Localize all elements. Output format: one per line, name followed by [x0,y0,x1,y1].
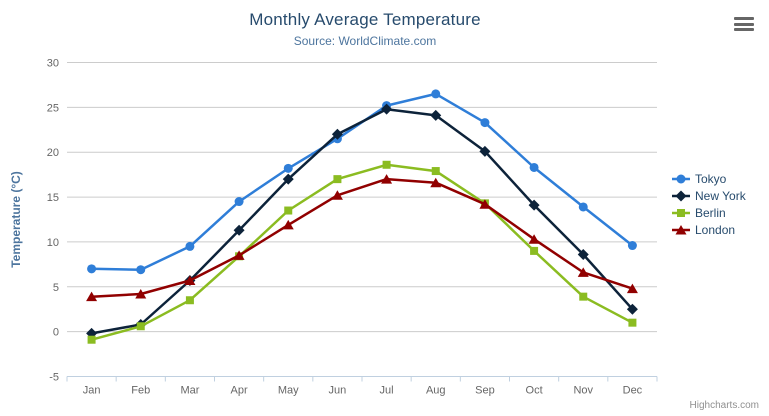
x-axis-tick-label: Nov [573,385,593,397]
square-legend-marker-icon [672,208,690,217]
circle-marker [627,241,637,251]
circle-marker [431,89,441,99]
legend-item-new-york[interactable]: New York [672,187,746,204]
chart-legend: Tokyo New York Berlin London [672,170,746,238]
triangle-marker [233,250,245,260]
diamond-marker [626,303,638,315]
diamond-marker [577,248,589,260]
square-marker [530,246,539,255]
y-axis-title: Temperature (°C) [9,171,23,268]
chart-title: Monthly Average Temperature [249,10,481,29]
circle-marker [87,264,97,274]
square-marker [333,175,342,184]
circle-marker [136,265,146,275]
diamond-marker [430,109,442,121]
square-marker [382,160,391,169]
square-marker [628,318,637,327]
series-line-london[interactable] [91,177,633,298]
diamond-marker [381,103,393,115]
x-axis-tick-label: Mar [180,385,199,397]
square-marker [284,206,293,215]
chart-subtitle: Source: WorldClimate.com [293,34,437,48]
series-line-tokyo[interactable] [91,92,634,271]
triangle-marker [626,283,638,294]
y-axis-tick-label: 0 [53,327,59,339]
x-axis-tick-label: Jul [380,385,394,397]
square-marker [87,335,96,344]
triangle-marker [577,267,589,277]
legend-label: Berlin [695,205,726,220]
hamburger-bar [734,22,754,26]
diamond-marker [233,224,245,236]
diamond-marker [282,173,294,185]
y-axis-tick-label: 30 [47,58,59,70]
x-axis-tick-label: May [278,385,299,397]
hamburger-bar [734,17,754,20]
legend-label: New York [695,188,746,203]
y-axis-tick-label: 10 [47,237,59,249]
circle-marker [234,197,244,207]
diamond-legend-marker-icon [672,190,690,201]
y-axis-tick-label: -5 [49,372,59,384]
square-marker [136,322,145,331]
diamond-marker [479,145,491,157]
x-axis-tick-label: Oct [526,385,543,397]
y-axis-tick-label: 25 [47,102,59,114]
triangle-marker [331,190,343,200]
highcharts-credit-link[interactable]: Highcharts.com [689,400,759,411]
y-axis-tick-label: 20 [47,147,59,159]
circle-legend-marker-icon [672,174,690,183]
circle-marker [578,202,588,212]
triangle-marker [675,224,687,234]
hamburger-export-menu-icon[interactable] [734,17,754,31]
circle-marker [480,118,490,128]
x-axis-tick-label: Sep [475,385,495,397]
series-line-berlin[interactable] [91,163,633,341]
triangle-marker [528,234,540,244]
x-axis-tick-label: Dec [623,385,643,397]
y-axis-tick-label: 5 [53,282,59,294]
triangle-marker [381,174,393,184]
triangle-marker [135,288,147,299]
diamond-marker [675,190,687,201]
square-marker [431,167,440,176]
triangle-marker [282,219,294,230]
circle-marker [529,162,539,172]
legend-item-london[interactable]: London [672,221,746,238]
triangle-marker [479,199,491,209]
triangle-marker [430,177,442,188]
x-axis-tick-label: Feb [131,385,150,397]
x-axis-tick-label: Aug [426,385,446,397]
triangle-marker [184,275,196,286]
hamburger-bar [734,28,754,31]
legend-item-berlin[interactable]: Berlin [672,204,746,221]
circle-marker [185,241,195,251]
square-marker [185,296,194,305]
series-line-new-york[interactable] [91,107,634,335]
legend-item-tokyo[interactable]: Tokyo [672,170,746,187]
diamond-marker [331,128,343,140]
x-axis-tick-label: Jan [83,385,101,397]
circle-marker [676,174,686,183]
triangle-marker [86,291,98,302]
y-axis-tick-label: 15 [47,192,59,204]
square-marker [579,292,588,301]
square-marker [677,208,685,217]
legend-label: Tokyo [695,171,727,186]
x-axis-tick-label: Jun [329,385,347,397]
triangle-legend-marker-icon [672,224,690,234]
x-axis-tick-label: Apr [231,385,248,397]
circle-marker [283,163,293,173]
legend-label: London [695,222,736,237]
diamond-marker [528,199,540,211]
